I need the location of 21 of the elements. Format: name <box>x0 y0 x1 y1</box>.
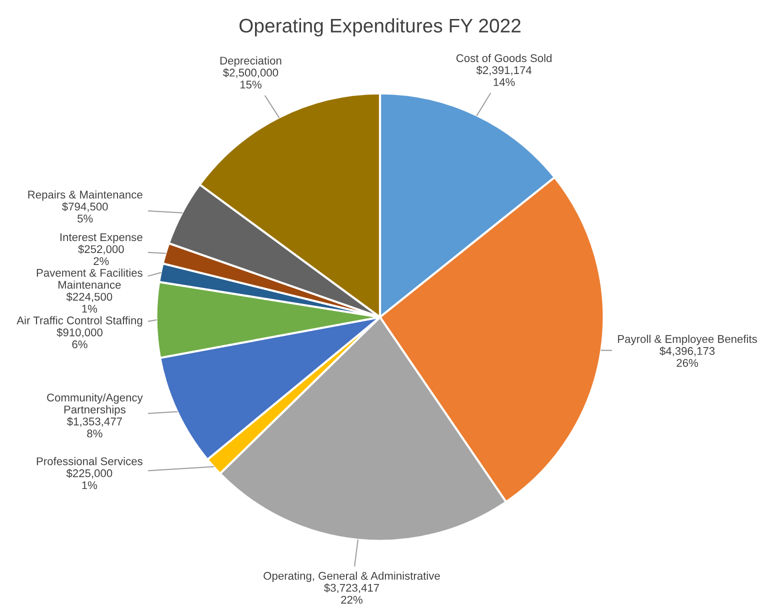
data-label: $1,353,477 8% <box>66 417 122 438</box>
data-label: $910,000 6% <box>56 328 102 348</box>
data-label: $4,396,173 26% <box>660 346 715 367</box>
slice-label: Cost of Goods Sold <box>456 54 552 62</box>
slice-label: Interest Expense <box>60 233 142 244</box>
slice-label: Payroll & Employee Benefits <box>618 334 757 346</box>
data-label: $3,723,417 22% <box>324 583 379 604</box>
slice-label: Professional Services <box>36 457 142 466</box>
data-label: $224,500 1% <box>66 292 112 313</box>
slice-label: Community/Agency Partnerships <box>47 393 143 416</box>
data-label: $252,000 2% <box>78 244 124 266</box>
data-label: $2,391,174 14% <box>476 66 532 86</box>
slice-label: Pavement & Facilities Maintenance <box>36 268 142 289</box>
slice-label: Air Traffic Control Staffing <box>16 316 142 327</box>
slice-label: Repairs & Maintenance <box>28 190 142 201</box>
data-label: $225,000 1% <box>66 468 112 490</box>
data-label: $794,500 5% <box>62 202 108 222</box>
slice-label: Depreciation <box>220 56 282 67</box>
slice-label: Operating, General & Administrative <box>264 572 440 582</box>
chart-title: Operating Expenditures FY 2022 <box>240 18 520 36</box>
data-label: $2,500,000 15% <box>223 68 278 89</box>
